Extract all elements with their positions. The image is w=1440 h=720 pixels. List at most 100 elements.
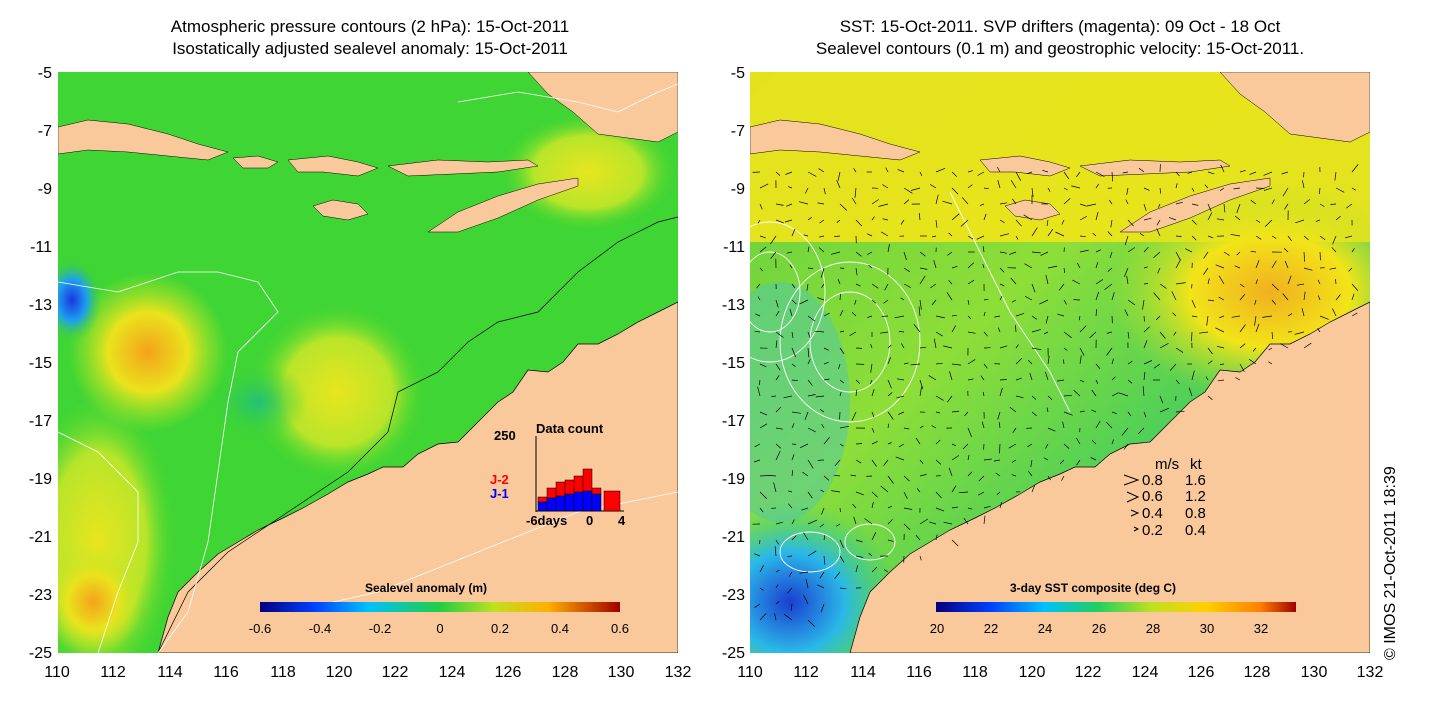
velocity-arrow [919,171,923,176]
velocity-arrow [1056,379,1065,382]
velocity-arrow [1191,203,1199,206]
velocity-arrow [775,219,784,224]
velocity-arrow-icon [1130,509,1140,517]
velocity-arrow [895,456,905,461]
velocity-arrow [1062,421,1065,429]
velocity-arrow [1127,331,1130,339]
velocity-arrow [818,247,825,253]
velocity-arrow [1284,203,1289,210]
velocity-arrow [903,427,910,430]
velocity-arrow [999,387,1003,397]
inset-bar [537,501,548,512]
velocity-arrow [951,485,957,493]
velocity-arrow [820,603,825,613]
velocity-arrow [903,283,911,288]
velocity-arrow [1282,187,1289,197]
velocity-arrow [854,299,857,305]
velocity-arrow [947,395,953,403]
velocity-arrow [1159,283,1167,289]
right-ytick: -21 [721,529,745,546]
velocity-arrow [1303,235,1309,241]
velocity-arrow [770,235,777,245]
velocity-arrow [915,437,921,445]
velocity-arrow [753,459,761,463]
velocity-arrow [1111,376,1116,381]
velocity-arrow [1095,249,1102,253]
velocity-arrow [999,379,1007,381]
right-cb-tick: 22 [983,621,999,636]
velocity-arrow [1138,427,1145,435]
velocity-arrow [981,421,985,429]
velocity-row-ms: 0.2 [1142,522,1163,539]
velocity-arrow [783,614,793,621]
velocity-arrow [1271,283,1279,291]
velocity-arrow [871,299,877,304]
java-island [58,119,229,161]
velocity-arrow [951,171,958,177]
velocity-arrow [807,427,816,433]
velocity-arrow [799,299,809,305]
sealevel-anomaly-map[interactable] [58,72,678,653]
velocity-arrow [885,167,889,173]
velocity-arrow [951,187,959,195]
velocity-arrow [775,331,784,338]
velocity-arrow [1071,185,1081,189]
velocity-arrow [849,331,857,336]
velocity-arrow [1254,315,1257,326]
velocity-arrow [1011,299,1017,303]
velocity-row-kt: 0.8 [1185,505,1206,522]
velocity-arrow [1255,279,1258,285]
velocity-arrow [930,283,937,289]
velocity-arrow [855,555,864,558]
velocity-arrow [887,519,893,525]
velocity-arrow [1155,315,1161,321]
velocity-arrow [983,213,987,221]
velocity-arrow [1089,331,1097,339]
velocity-arrow [831,251,841,255]
velocity-arrow [967,331,976,334]
inset-title: Data count [536,421,604,436]
velocity-arrow [946,292,953,301]
velocity-arrow [787,490,793,493]
velocity-arrow [1063,443,1070,449]
velocity-arrow [948,232,953,237]
velocity-arrow [1263,171,1273,176]
velocity-arrow [1031,485,1036,493]
velocity-arrow [948,467,953,477]
velocity-arrow [853,168,857,173]
velocity-arrow [1106,347,1113,356]
inset-bar [573,475,584,493]
velocity-arrow [999,267,1005,273]
velocity-arrow [1191,235,1197,241]
velocity-arrow [855,539,863,543]
velocity-arrow [806,283,809,291]
velocity-arrow [1331,247,1337,253]
velocity-arrow [1191,219,1197,225]
velocity-arrow [775,450,781,461]
velocity-arrow [871,283,879,289]
sst-map[interactable] [750,72,1370,653]
velocity-arrow [1095,171,1105,177]
velocity-arrow [1127,299,1136,306]
velocity-arrow [1175,201,1183,205]
right-ytick: -19 [721,471,745,488]
velocity-arrow [1271,199,1275,205]
velocity-arrow [1040,251,1049,256]
velocity-arrow [1335,187,1345,193]
velocity-arrow [1015,235,1019,240]
velocity-arrow [935,219,938,228]
velocity-arrow [980,375,985,381]
velocity-arrow [775,340,778,349]
velocity-arrow [759,423,768,429]
velocity-arrow [1055,231,1065,237]
velocity-arrow [1057,313,1065,317]
velocity-arrow [951,314,958,317]
velocity-arrow [775,171,781,176]
velocity-arrow [852,503,857,509]
velocity-arrow [1127,379,1133,384]
velocity-arrow [1073,390,1081,397]
velocity-arrow [771,395,777,397]
velocity-arrow [983,505,991,509]
velocity-arrow [803,595,809,605]
velocity-arrow [754,553,761,557]
